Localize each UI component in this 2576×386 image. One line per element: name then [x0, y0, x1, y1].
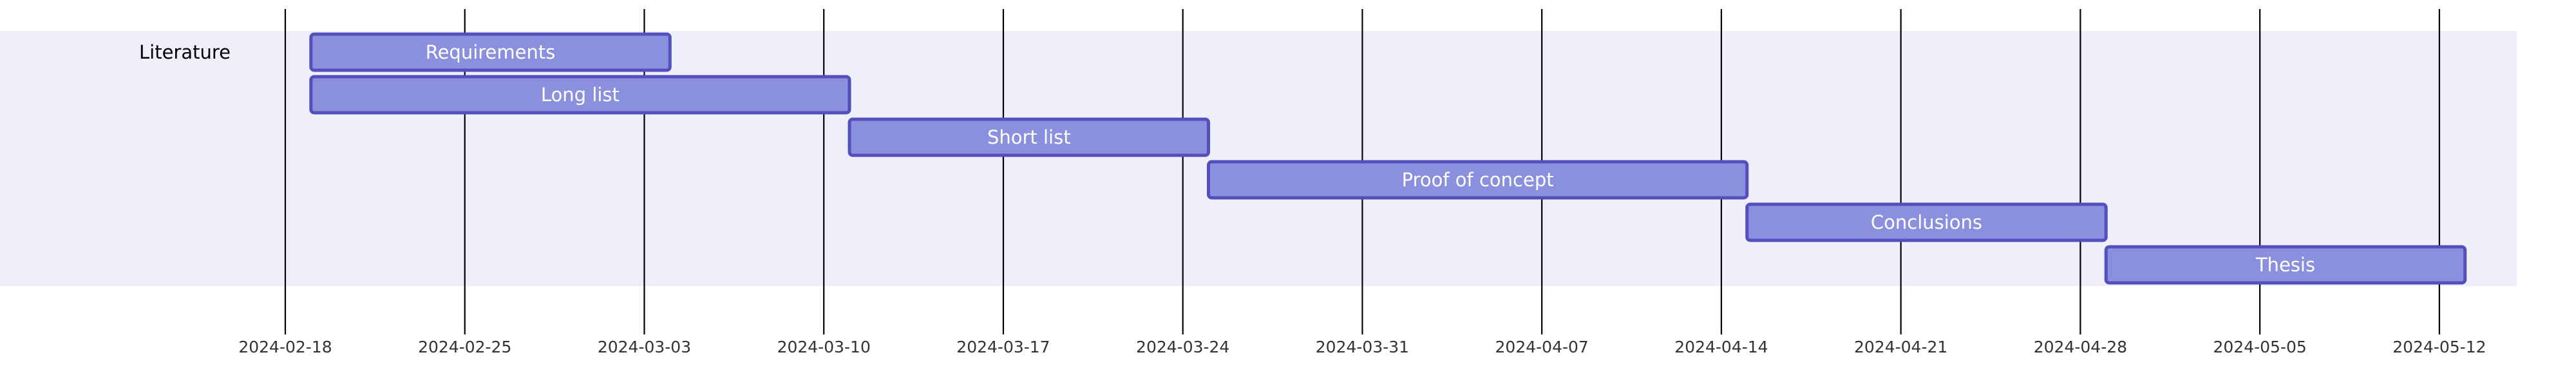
x-tick-label: 2024-04-07: [1495, 338, 1589, 356]
task-bar: [2104, 245, 2467, 285]
task-bar: [1207, 160, 1749, 200]
task-bar: [848, 117, 1211, 157]
task: Conclusions: [1745, 202, 2108, 242]
task: Thesis: [2104, 245, 2467, 285]
task-bars: Requirements Long list Short list Proof of …: [309, 32, 2467, 285]
task-bar: [1745, 202, 2108, 242]
x-tick-label: 2024-04-28: [2034, 338, 2127, 356]
x-tick-label: 2024-05-05: [2213, 338, 2306, 356]
task-label: Thesis: [2255, 254, 2315, 276]
task-bar: [309, 32, 672, 72]
section-background: [0, 31, 2517, 286]
task-bar: [309, 75, 851, 115]
x-tick-label: 2024-03-24: [1136, 338, 1229, 356]
task: Requirements: [309, 32, 672, 72]
task-label: Requirements: [426, 41, 556, 63]
section-backgrounds: [0, 31, 2517, 286]
task: Proof of concept: [1207, 160, 1749, 200]
x-tick-label: 2024-02-18: [238, 338, 332, 356]
x-tick-label: 2024-03-03: [598, 338, 691, 356]
x-tick-label: 2024-02-25: [418, 338, 511, 356]
task-label: Conclusions: [1871, 211, 1982, 233]
task: Short list: [848, 117, 1211, 157]
task-label: Long list: [541, 84, 620, 106]
task-label: Proof of concept: [1402, 169, 1554, 191]
x-axis-ticks: 2024-02-18 2024-02-25 2024-03-03 2024-03-10…: [238, 338, 2486, 356]
x-tick-label: 2024-03-10: [777, 338, 871, 356]
x-tick-label: 2024-04-14: [1674, 338, 1768, 356]
x-tick-label: 2024-03-31: [1316, 338, 1409, 356]
x-tick-label: 2024-04-21: [1854, 338, 1947, 356]
section-label: Literature: [139, 41, 231, 63]
task: Long list: [309, 75, 851, 115]
x-tick-label: 2024-05-12: [2392, 338, 2486, 356]
section-labels: Literature: [139, 41, 231, 63]
task-label: Short list: [987, 126, 1071, 148]
x-tick-label: 2024-03-17: [956, 338, 1050, 356]
